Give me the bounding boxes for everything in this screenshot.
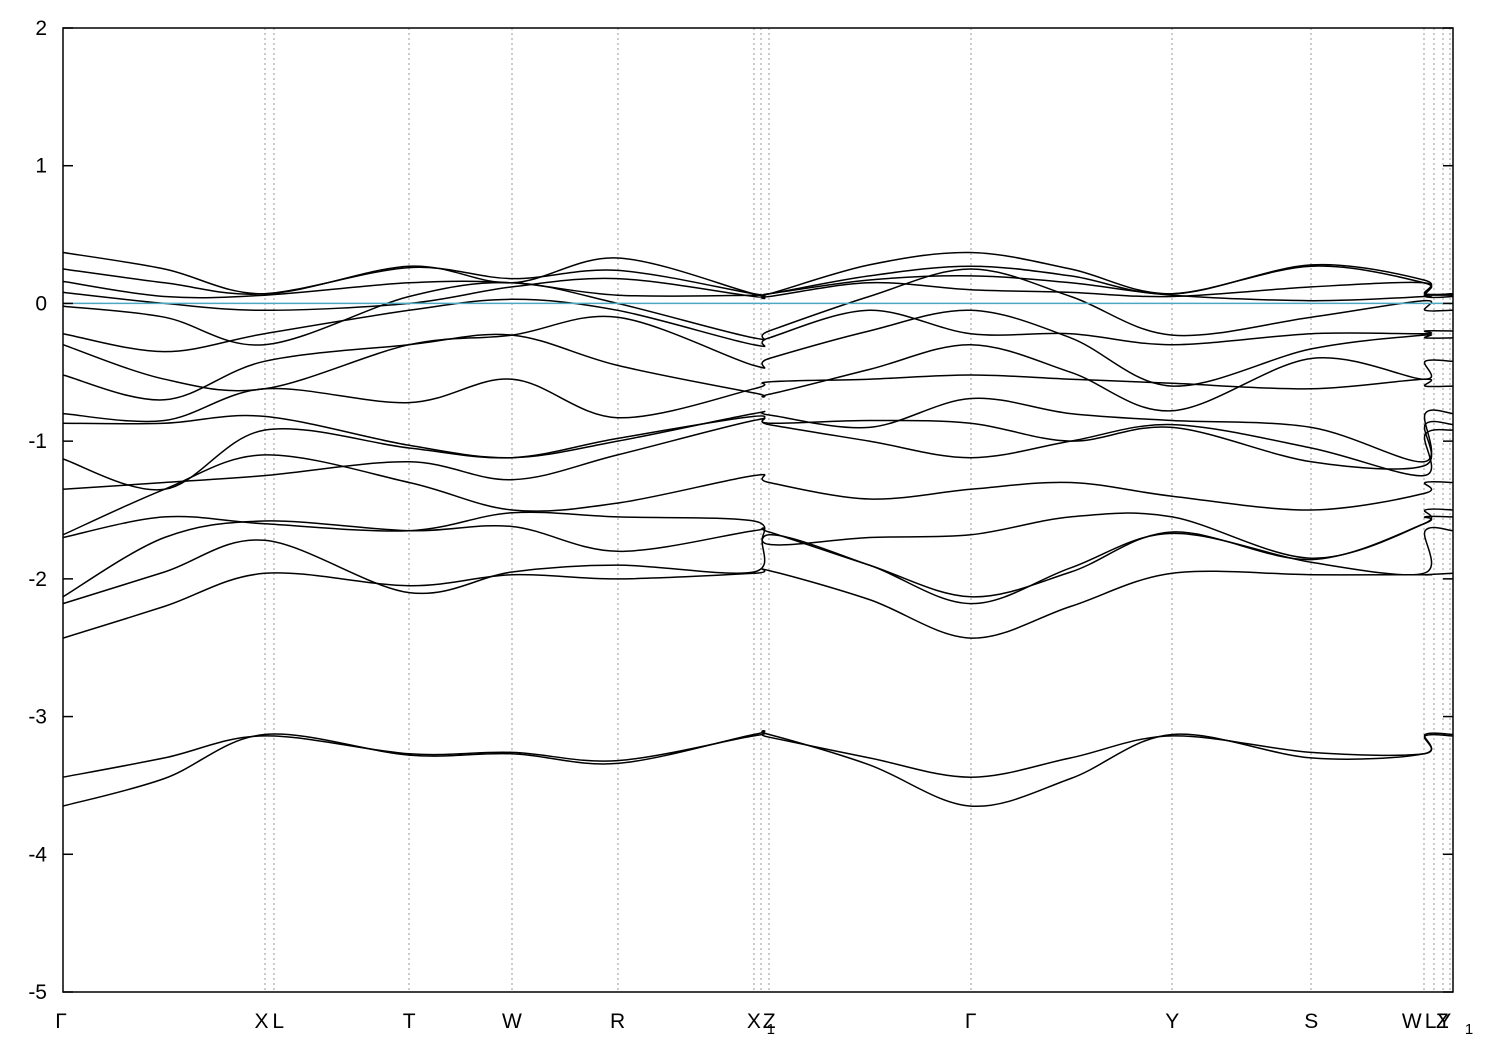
band-line-2 [62, 732, 1454, 778]
band-line-8 [62, 417, 1454, 491]
x-tick-label: W [502, 1010, 522, 1033]
x-tick-label: W [1402, 1010, 1422, 1033]
band-line-3 [62, 568, 1454, 639]
band-line-15 [62, 268, 1454, 346]
y-tick-label: 1 [35, 155, 47, 178]
x-tick-label: L [1425, 1010, 1437, 1033]
x-tick-label: T [403, 1010, 416, 1033]
x-tick-label: X [255, 1010, 269, 1033]
x-tick-label: S [1304, 1010, 1318, 1033]
x-tick-label: Z [1436, 1010, 1449, 1033]
x-tick-label: Z [763, 1010, 776, 1033]
y-tick-label: 0 [35, 292, 47, 315]
x-tick-label: Y [1165, 1010, 1179, 1033]
band-line-12 [62, 333, 1454, 412]
y-tick-label: -3 [28, 706, 47, 729]
x-tick-subscript: 1 [767, 1021, 775, 1038]
band-lines [62, 251, 1454, 807]
x-axis-ticks: Γ X L T W R X 1Z Γ Y S W L ZY 1 [55, 1010, 1473, 1038]
band-line-9 [62, 415, 1454, 491]
x-tick-label: L [272, 1010, 284, 1033]
plot-frame [62, 27, 1454, 993]
x-tick-label: Y [1437, 1010, 1451, 1033]
x-tick-label: Γ [965, 1010, 977, 1033]
x-tick-label: Γ [55, 1010, 67, 1033]
x-tick-label: X [747, 1010, 761, 1033]
band-line-14 [62, 298, 1454, 353]
x-tick-label: R [610, 1010, 625, 1033]
band-line-7 [62, 454, 1454, 536]
band-line-1 [62, 730, 1454, 807]
y-axis-ticks: 2 1 0 -1 -2 -3 -4 -5 [28, 17, 1453, 1004]
vertical-gridlines [264, 28, 1451, 992]
band-line-16 [62, 277, 1454, 312]
x-tick-subscript: 1 [1465, 1021, 1473, 1038]
band-line-10 [62, 397, 1454, 463]
band-line-4 [62, 526, 1454, 605]
band-line-19 [62, 251, 1454, 299]
y-tick-label: -1 [28, 430, 47, 453]
y-tick-label: 2 [35, 17, 47, 40]
band-line-6 [62, 508, 1454, 559]
y-tick-label: -5 [28, 981, 47, 1004]
band-line-5 [62, 515, 1454, 598]
band-line-13 [62, 309, 1454, 392]
band-line-11 [62, 374, 1454, 423]
y-tick-label: -2 [28, 568, 47, 591]
y-tick-label: -4 [28, 843, 47, 866]
